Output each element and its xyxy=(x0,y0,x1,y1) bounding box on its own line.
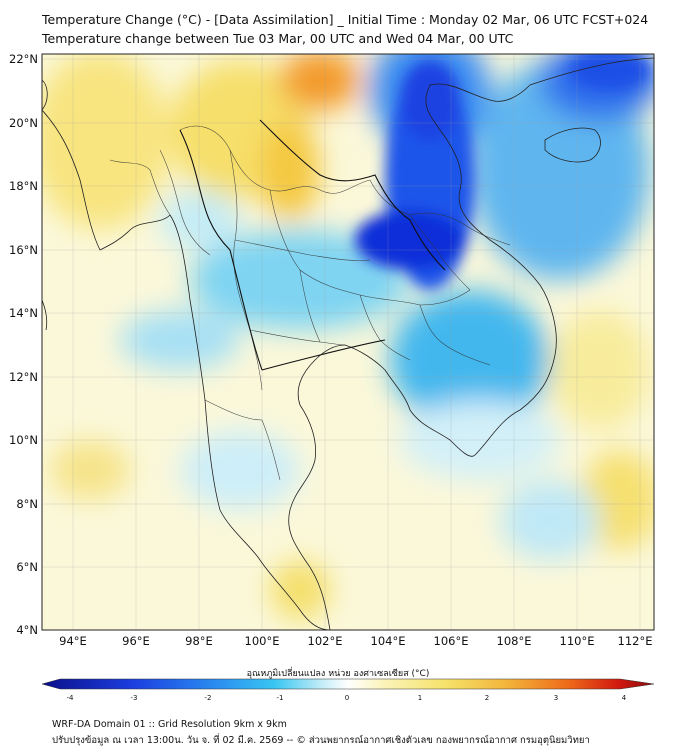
lon-label: 112°E xyxy=(618,634,653,648)
map-subtitle: Temperature change between Tue 03 Mar, 0… xyxy=(42,31,514,46)
latitude-labels: 22°N 20°N 18°N 16°N 14°N 12°N 10°N 8°N 6… xyxy=(9,52,38,637)
colorbar-tick: 4 xyxy=(622,694,627,702)
colorbar-label: อุณหภูมิเปลี่ยนแปลง หน่วย องศาเซลเซียส (… xyxy=(246,669,430,679)
lat-label: 14°N xyxy=(9,306,38,320)
colorbar-tick: -4 xyxy=(67,694,75,702)
colorbar: -4 -3 -2 -1 0 1 2 3 4 xyxy=(41,678,655,702)
admin-borders xyxy=(109,125,511,481)
lon-label: 102°E xyxy=(308,634,343,648)
lon-label: 96°E xyxy=(122,634,150,648)
temperature-field xyxy=(42,54,654,630)
lon-label: 108°E xyxy=(497,634,532,648)
lon-label: 100°E xyxy=(245,634,280,648)
lat-label: 4°N xyxy=(16,623,38,637)
lat-label: 16°N xyxy=(9,243,38,257)
colorbar-tick: 1 xyxy=(418,694,422,702)
lon-label: 106°E xyxy=(434,634,469,648)
lat-label: 10°N xyxy=(9,433,38,447)
colorbar-tick: -1 xyxy=(277,694,284,702)
lon-label: 104°E xyxy=(371,634,406,648)
lat-label: 20°N xyxy=(9,116,38,130)
country-borders xyxy=(179,119,446,371)
lat-label: 18°N xyxy=(9,179,38,193)
colorbar-tick: 0 xyxy=(345,694,349,702)
map-title: Temperature Change (°C) - [Data Assimila… xyxy=(42,12,649,27)
lat-label: 22°N xyxy=(9,52,38,66)
colorbar-tick: 3 xyxy=(554,694,558,702)
colorbar-tick: -3 xyxy=(131,694,138,702)
footer-credit: ปรับปรุงข้อมูล ณ เวลา 13:00น. วัน จ. ที่… xyxy=(52,735,590,746)
lat-label: 12°N xyxy=(9,370,38,384)
longitude-labels: 94°E 96°E 98°E 100°E 102°E 104°E 106°E 1… xyxy=(59,634,652,648)
coastlines xyxy=(42,57,654,630)
lat-label: 8°N xyxy=(16,497,38,511)
colorbar-tick: 2 xyxy=(485,694,489,702)
colorbar-tick: -2 xyxy=(205,694,212,702)
colorbar-ticks: -4 -3 -2 -1 0 1 2 3 4 xyxy=(67,694,627,702)
temperature-change-map: 22°N 20°N 18°N 16°N 14°N 12°N 10°N 8°N 6… xyxy=(9,52,655,648)
lat-label: 6°N xyxy=(16,560,38,574)
lon-label: 110°E xyxy=(560,634,595,648)
lon-label: 98°E xyxy=(185,634,213,648)
footer-model-info: WRF-DA Domain 01 :: Grid Resolution 9km … xyxy=(52,719,287,730)
lon-label: 94°E xyxy=(59,634,87,648)
